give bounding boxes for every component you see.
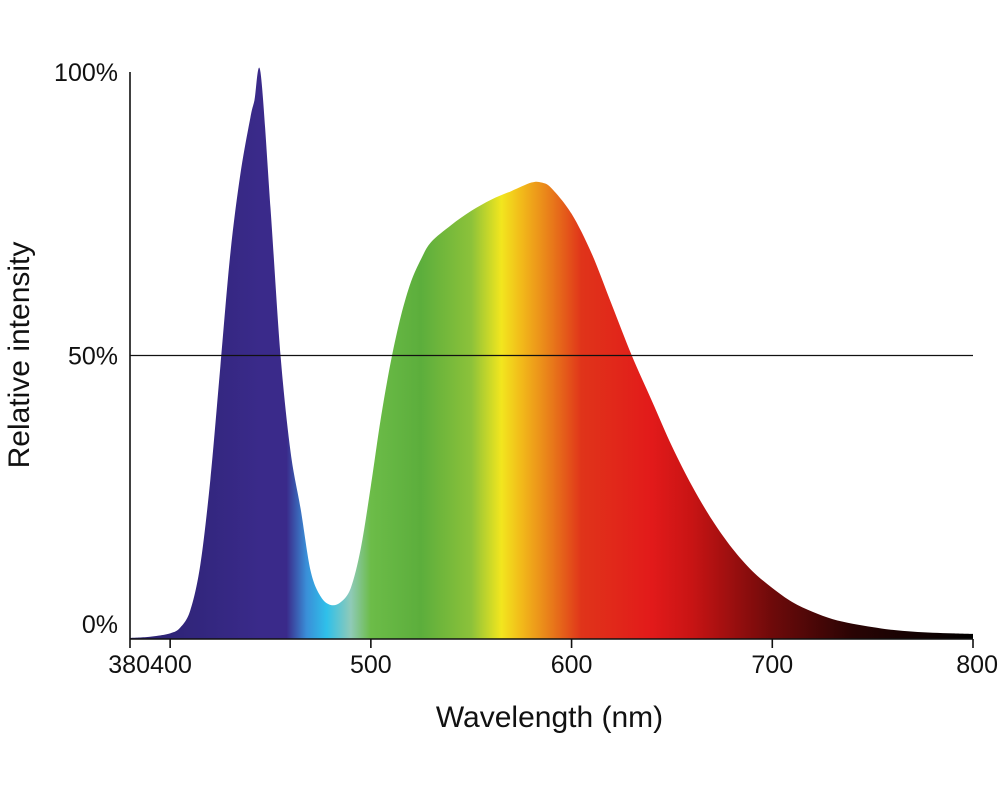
y-axis-title: Relative intensity xyxy=(3,242,36,469)
x-tick-label: 800 xyxy=(956,651,998,679)
y-tick-label: 100% xyxy=(54,59,118,87)
x-tick-label: 500 xyxy=(350,651,392,679)
x-tick-label: 600 xyxy=(551,651,593,679)
x-tick-label: 400 xyxy=(150,651,192,679)
y-tick-label: 0% xyxy=(82,611,118,639)
x-axis-title: Wavelength (nm) xyxy=(436,701,663,734)
x-tick-label: 380 xyxy=(108,651,150,679)
y-tick-label: 50% xyxy=(68,343,118,371)
x-tick-label: 700 xyxy=(751,651,793,679)
spectrum-area xyxy=(130,67,973,639)
